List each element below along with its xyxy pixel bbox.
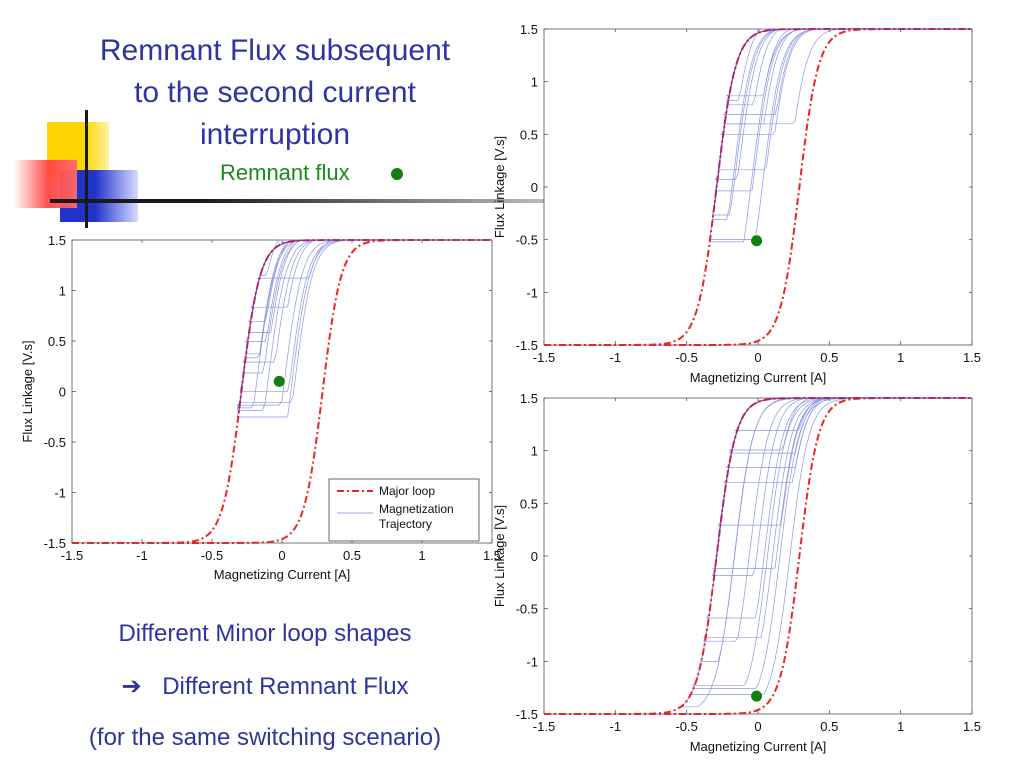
plot-area <box>543 28 973 346</box>
x-tick-label: 0 <box>754 719 761 734</box>
x-tick-label: -0.5 <box>201 548 223 563</box>
legend-label-trajectory: Trajectory <box>379 517 432 531</box>
slide-title: Remnant Flux subsequent to the second cu… <box>60 30 490 156</box>
x-tick-label: 0.5 <box>343 548 361 563</box>
y-axis-label: Flux Linkage [V.s] <box>492 505 507 607</box>
x-tick-label: 1 <box>418 548 425 563</box>
x-tick-label: 1.5 <box>483 548 500 563</box>
plot-area <box>543 397 973 715</box>
x-tick-label: -0.5 <box>675 719 697 734</box>
y-tick-label: -1.5 <box>44 536 66 551</box>
x-tick-label: -1.5 <box>533 719 555 734</box>
caption-line-2: ➔ Different Remnant Flux <box>0 672 530 701</box>
legend-label-major-loop: Major loop <box>379 484 435 498</box>
y-tick-label: 1.5 <box>520 392 538 406</box>
x-tick-label: 0.5 <box>820 350 838 365</box>
y-tick-label: -1 <box>526 285 538 300</box>
y-tick-label: 0 <box>59 385 66 400</box>
title-line-1: Remnant Flux subsequent <box>99 34 451 67</box>
y-tick-label: -0.5 <box>44 435 66 450</box>
y-tick-label: 0.5 <box>520 127 538 142</box>
x-tick-label: 1.5 <box>963 350 981 365</box>
chart-top-right: -1.5 -1 -0.5 0 0.5 1 1.5 1.5 1 0.5 0 -0.5 -1 -1.5 Magn… <box>492 24 981 385</box>
y-tick-label: -1 <box>526 654 538 669</box>
x-axis-label: Magnetizing Current [A] <box>690 370 827 385</box>
x-tick-label: 0 <box>278 548 285 563</box>
y-tick-label: 0 <box>531 180 538 195</box>
x-tick-label: 1 <box>897 350 904 365</box>
y-tick-label: 0.5 <box>520 496 538 511</box>
title-line-2: to the second current <box>134 76 416 109</box>
legend-box <box>328 478 480 542</box>
caption-line-1: Different Minor loop shapes <box>118 620 412 647</box>
y-axis-label: Flux Linkage [V.s] <box>492 136 507 238</box>
caption-line-3: (for the same switching scenario) <box>88 724 442 751</box>
caption-line-2-text: Different Remnant Flux <box>162 673 409 700</box>
x-axis-label: Magnetizing Current [A] <box>214 567 351 582</box>
y-tick-label: -1.5 <box>516 707 538 722</box>
x-tick-label: 0.5 <box>820 719 838 734</box>
remnant-flux-point <box>751 690 763 702</box>
x-axis-label: Magnetizing Current [A] <box>690 739 827 754</box>
y-tick-label: -1.5 <box>516 338 538 353</box>
chart-left: -1.5 -1 -0.5 0 0.5 1 1.5 1.5 1 0.5 0 -0.5 -1 -1.5 Magn… <box>20 233 500 582</box>
y-tick-label: 1.5 <box>520 24 538 37</box>
x-tick-label: -1 <box>136 548 148 563</box>
chart-bottom-right: -1.5 -1 -0.5 0 0.5 1 1.5 1.5 1 0.5 0 -0.5 -1 -1.5 Magn… <box>492 392 981 754</box>
deco-horizontal-line <box>50 199 550 203</box>
y-tick-label: -0.5 <box>516 233 538 248</box>
x-tick-label: 1.5 <box>963 719 981 734</box>
y-tick-label: 1 <box>59 284 66 299</box>
major-loop-overlay <box>238 239 492 415</box>
deco-vertical-line <box>85 110 88 228</box>
series-major-loop <box>72 239 492 544</box>
y-tick-label: -1 <box>54 486 66 501</box>
y-tick-label: 0 <box>531 549 538 564</box>
y-tick-label: 1 <box>531 75 538 90</box>
x-tick-label: -1 <box>610 719 622 734</box>
x-tick-label: -1.5 <box>61 548 83 563</box>
major-loop-descending <box>72 239 492 544</box>
decorative-graphic <box>0 105 560 230</box>
major-loop-overlay <box>713 397 972 580</box>
x-tick-label: 1 <box>897 719 904 734</box>
major-loop-overlay <box>713 28 972 211</box>
y-tick-label: 1 <box>531 444 538 459</box>
remnant-flux-point <box>273 375 285 387</box>
y-axis-label: Flux Linkage [V.s] <box>20 340 35 442</box>
x-tick-label: -0.5 <box>675 350 697 365</box>
y-tick-label: 1.5 <box>48 233 66 248</box>
y-tick-label: 0.5 <box>48 334 66 349</box>
x-tick-label: -1.5 <box>533 350 555 365</box>
remnant-flux-marker <box>391 168 403 180</box>
x-tick-label: -1 <box>610 350 622 365</box>
title-line-3: interruption <box>199 118 351 151</box>
y-tick-label: -0.5 <box>516 602 538 617</box>
remnant-flux-point <box>751 235 763 247</box>
x-tick-label: 0 <box>754 350 761 365</box>
arrow-right-icon: ➔ <box>121 672 142 700</box>
legend-label-magnetization: Magnetization <box>379 502 454 516</box>
remnant-flux-label: Remnant flux <box>220 160 350 185</box>
